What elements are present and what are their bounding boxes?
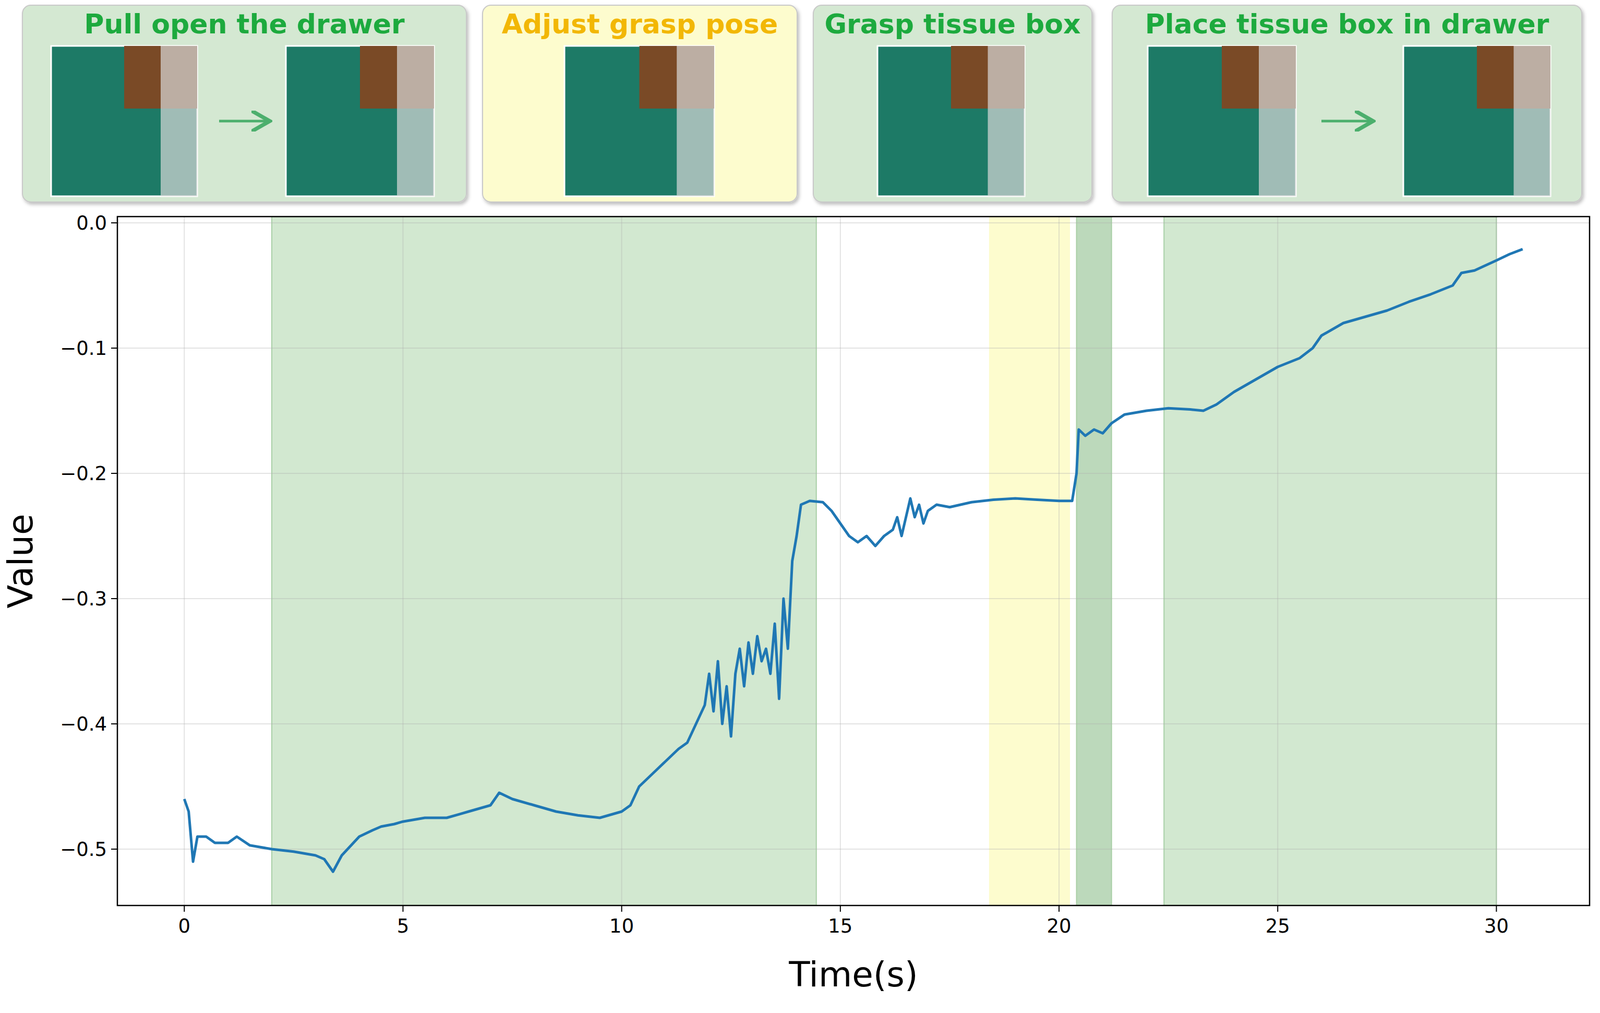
tick-label-y: −0.3 (59, 587, 107, 610)
panel-title: Grasp tissue box (824, 8, 1081, 40)
phase-region (989, 216, 1070, 906)
frame-image (877, 45, 1025, 197)
tick-label-y: −0.1 (59, 337, 107, 360)
tick-x (1277, 905, 1279, 912)
phase-region (1076, 216, 1112, 906)
plot-frame (117, 216, 1590, 906)
frame-image (1147, 45, 1296, 197)
grid-x (1495, 216, 1497, 906)
y-axis-title: Value (0, 513, 41, 608)
tick-y (111, 597, 118, 599)
tick-x (1058, 905, 1060, 912)
plot-area (117, 216, 1590, 906)
tick-label-y: −0.5 (59, 837, 107, 861)
tick-label-x: 20 (1046, 914, 1072, 937)
tick-y (111, 472, 118, 474)
tick-y (111, 347, 118, 349)
frame-wall (160, 45, 198, 197)
tick-x (183, 905, 185, 912)
panel-title: Pull open the drawer (83, 8, 405, 40)
grid-y (117, 597, 1590, 599)
frame-image (1403, 45, 1551, 197)
frame-arrow (219, 119, 268, 123)
grid-y (117, 347, 1590, 349)
tick-label-x: 15 (827, 914, 853, 937)
plot-bg (117, 216, 1590, 906)
tick-label-x: 0 (177, 914, 191, 937)
phase-region (1163, 216, 1497, 906)
frame-wall (1258, 45, 1296, 197)
frame-image (564, 45, 715, 197)
panel-title: Place tissue box in drawer (1145, 8, 1550, 40)
tick-y (111, 848, 118, 850)
grid-y (117, 723, 1590, 725)
tick-y (111, 222, 118, 224)
tick-x (402, 905, 404, 912)
tick-label-x: 30 (1484, 914, 1509, 937)
grid-y (117, 472, 1590, 474)
panel-box (482, 5, 798, 202)
grid-x (402, 216, 404, 906)
tick-label-x: 5 (397, 914, 410, 937)
frame-image (285, 45, 435, 197)
grid-y (117, 222, 1590, 224)
frame-wall (676, 45, 715, 197)
tick-x (1495, 905, 1497, 912)
phase-region (271, 216, 817, 906)
frame-image (51, 45, 198, 197)
frame-arrow (1321, 119, 1371, 123)
grid-x (1277, 216, 1279, 906)
tick-label-y: 0.0 (76, 211, 107, 235)
grid-y (117, 848, 1590, 850)
panel-box (1112, 5, 1582, 202)
tick-label-y: −0.4 (59, 712, 107, 736)
tick-x (839, 905, 841, 912)
tick-y (111, 723, 118, 725)
tick-label-x: 10 (609, 914, 634, 937)
panel-box (813, 5, 1092, 202)
panel-box (22, 5, 467, 202)
tick-x (621, 905, 623, 912)
panel-title: Adjust grasp pose (501, 8, 779, 40)
frame-wall (1513, 45, 1551, 197)
frame-wall (397, 45, 435, 197)
grid-x (839, 216, 841, 906)
tick-label-y: −0.2 (59, 462, 107, 485)
tick-label-x: 25 (1265, 914, 1291, 937)
chart: Pull open the drawer Adjust grasp pose Gra… (0, 0, 1600, 1013)
x-axis-title: Time(s) (788, 954, 918, 995)
grid-x (1058, 216, 1060, 906)
grid-x (621, 216, 623, 906)
value-line (184, 248, 1523, 872)
frame-wall (988, 45, 1026, 197)
